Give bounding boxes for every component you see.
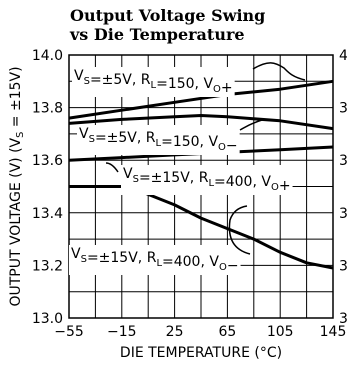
series-annotation-label: VS=±5V, RL=150, VO+ xyxy=(74,68,233,96)
y-tick-label: 14.0 xyxy=(32,48,63,64)
x-tick-label: −55 xyxy=(54,324,84,340)
annotation-background xyxy=(72,67,235,97)
series-line xyxy=(68,79,334,120)
series-annotation-label: VS=±15V, RL=400, VO− xyxy=(71,246,239,274)
y-tick-label: 13.6 xyxy=(32,153,63,169)
leader-line xyxy=(252,62,306,81)
y-tick-label: 13.0 xyxy=(32,311,63,327)
x-tick-label: 105 xyxy=(267,324,294,340)
y-tick-label: 13.8 xyxy=(32,101,63,117)
right-axis-tick-label: 4 xyxy=(339,48,347,64)
leader-line xyxy=(228,205,251,255)
leader-line xyxy=(105,162,119,173)
series-annotation-label: VS=±5V, RL=150, VO− xyxy=(79,126,238,154)
series-annotation-label: VS=±15V, RL=400, VO+ xyxy=(123,166,291,194)
x-tick-label: 65 xyxy=(218,324,236,340)
x-axis-label: DIE TEMPERATURE (°C) xyxy=(120,345,282,361)
right-axis-tick-label: 3 xyxy=(339,153,347,169)
annotation-background xyxy=(69,245,241,275)
annotation-background xyxy=(121,165,293,195)
y-tick-label: 13.2 xyxy=(32,258,63,274)
right-axis-tick-label: 3 xyxy=(339,311,347,327)
x-tick-label: 25 xyxy=(166,324,184,340)
right-axis-tick-label: 3 xyxy=(339,101,347,117)
annotation-background xyxy=(77,125,240,155)
x-tick-label: −15 xyxy=(107,324,137,340)
leader-line xyxy=(239,119,263,131)
chart-title-line-2: vs Die Temperature xyxy=(70,25,245,44)
y-tick-label: 13.4 xyxy=(32,206,63,222)
x-tick-label: 145 xyxy=(320,324,347,340)
chart-title-line-1: Output Voltage Swing xyxy=(70,6,266,25)
right-axis-tick-label: 3 xyxy=(339,206,347,222)
y-axis-label: OUTPUT VOLTAGE (V) (VS = ±15V) xyxy=(8,66,26,306)
series-line xyxy=(68,114,334,131)
right-axis-tick-label: 3 xyxy=(339,258,347,274)
